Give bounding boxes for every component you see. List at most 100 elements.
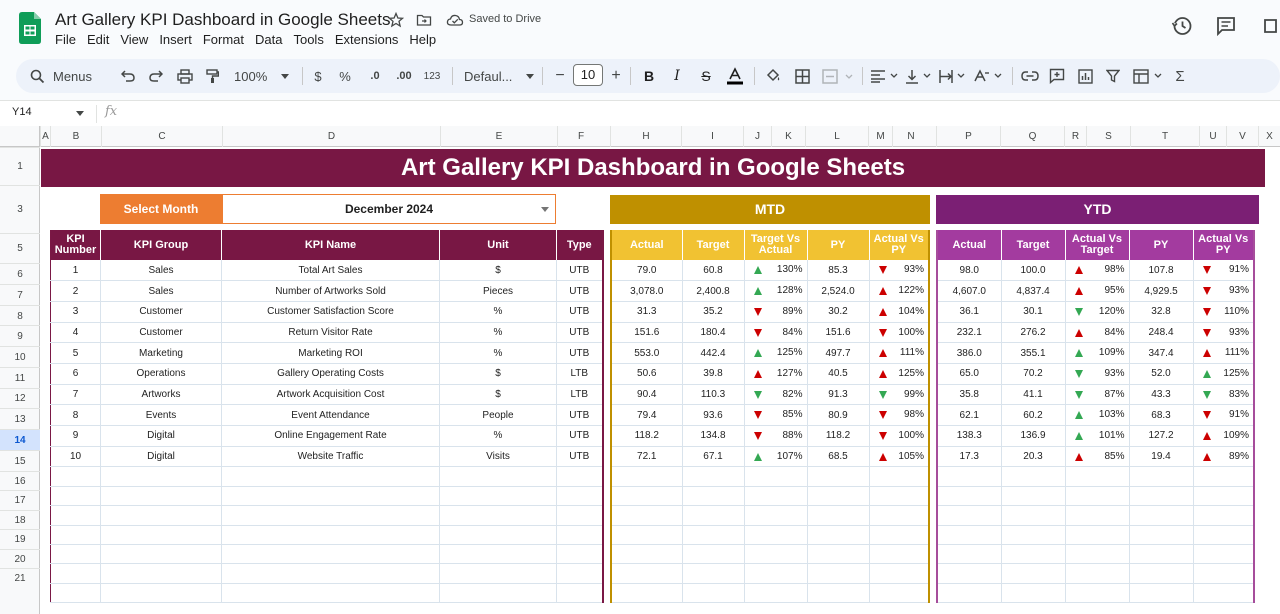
text-wrapping-button[interactable] — [938, 59, 968, 93]
ytd-py-cell[interactable]: 52.0 — [1129, 363, 1194, 385]
empty-cell[interactable] — [221, 466, 440, 487]
move-folder-icon[interactable] — [416, 12, 432, 28]
empty-cell[interactable] — [1129, 525, 1194, 545]
empty-cell[interactable] — [869, 486, 930, 507]
empty-cell[interactable] — [439, 466, 557, 487]
ytd-actual-cell[interactable]: 98.0 — [937, 260, 1002, 282]
empty-cell[interactable] — [1129, 583, 1194, 604]
ytd-actual-vs-target-cell[interactable]: 101% — [1065, 425, 1130, 447]
row-header-7[interactable]: 7 — [0, 284, 40, 305]
empty-cell[interactable] — [744, 525, 808, 545]
empty-cell[interactable] — [937, 486, 1002, 507]
empty-cell[interactable] — [1129, 486, 1194, 507]
empty-cell[interactable] — [869, 544, 930, 565]
mtd-actual-cell[interactable]: 553.0 — [611, 342, 683, 364]
empty-cell[interactable] — [807, 466, 870, 487]
kpi-name-cell[interactable]: Event Attendance — [221, 404, 440, 426]
ytd-actual-cell[interactable]: 17.3 — [937, 446, 1002, 468]
empty-cell[interactable] — [50, 466, 101, 487]
font-size-input[interactable]: 10 — [573, 64, 603, 86]
empty-cell[interactable] — [807, 525, 870, 545]
empty-cell[interactable] — [1129, 544, 1194, 565]
column-header-a[interactable]: A — [40, 126, 50, 147]
ytd-actual-vs-target-cell[interactable]: 120% — [1065, 301, 1130, 323]
menu-help[interactable]: Help — [409, 32, 437, 47]
ytd-actual-vs-py-cell[interactable]: 91% — [1193, 260, 1255, 282]
borders-button[interactable] — [793, 59, 811, 93]
menu-format[interactable]: Format — [202, 32, 244, 47]
empty-cell[interactable] — [439, 525, 557, 545]
name-box[interactable]: Y14 — [12, 106, 32, 118]
mtd-target-vs-actual-cell[interactable]: 82% — [744, 384, 808, 406]
ytd-actual-vs-py-cell[interactable]: 125% — [1193, 363, 1255, 385]
row-header-19[interactable]: 19 — [0, 529, 40, 549]
mtd-target-cell[interactable]: 35.2 — [682, 301, 745, 323]
empty-cell[interactable] — [1129, 466, 1194, 487]
mtd-actual-cell[interactable]: 151.6 — [611, 322, 683, 344]
empty-cell[interactable] — [221, 563, 440, 584]
menu-tools[interactable]: Tools — [293, 32, 324, 47]
empty-cell[interactable] — [1065, 544, 1130, 565]
unit-cell[interactable]: % — [439, 425, 557, 447]
menu-file[interactable]: File — [55, 32, 76, 47]
empty-cell[interactable] — [221, 583, 440, 604]
empty-cell[interactable] — [1193, 486, 1255, 507]
empty-cell[interactable] — [1065, 466, 1130, 487]
ytd-actual-vs-target-cell[interactable]: 103% — [1065, 404, 1130, 426]
merge-cells-button[interactable] — [821, 59, 855, 93]
mtd-target-vs-actual-cell[interactable]: 88% — [744, 425, 808, 447]
ytd-target-cell[interactable]: 70.2 — [1001, 363, 1066, 385]
empty-cell[interactable] — [221, 505, 440, 526]
ytd-actual-vs-target-cell[interactable]: 93% — [1065, 363, 1130, 385]
empty-cell[interactable] — [50, 525, 101, 545]
more-formats-button[interactable]: 123 — [423, 70, 441, 82]
empty-cell[interactable] — [1001, 583, 1066, 604]
kpi-group-cell[interactable]: Digital — [100, 425, 222, 447]
empty-cell[interactable] — [937, 583, 1002, 604]
star-icon[interactable] — [388, 12, 404, 28]
mtd-target-cell[interactable]: 2,400.8 — [682, 280, 745, 302]
mtd-py-cell[interactable]: 85.3 — [807, 260, 870, 282]
empty-cell[interactable] — [807, 505, 870, 526]
mtd-actual-vs-py-cell[interactable]: 122% — [869, 280, 930, 302]
empty-cell[interactable] — [807, 486, 870, 507]
mtd-target-cell[interactable]: 110.3 — [682, 384, 745, 406]
unit-cell[interactable]: Pieces — [439, 280, 557, 302]
create-filter-button[interactable] — [1105, 59, 1121, 93]
empty-cell[interactable] — [611, 486, 683, 507]
mtd-actual-vs-py-cell[interactable]: 111% — [869, 342, 930, 364]
insert-comment-button[interactable] — [1048, 59, 1066, 93]
mtd-py-cell[interactable]: 40.5 — [807, 363, 870, 385]
column-header-s[interactable]: S — [1086, 126, 1130, 147]
mtd-actual-cell[interactable]: 90.4 — [611, 384, 683, 406]
ytd-target-cell[interactable]: 276.2 — [1001, 322, 1066, 344]
kpi-name-cell[interactable]: Artwork Acquisition Cost — [221, 384, 440, 406]
empty-cell[interactable] — [611, 563, 683, 584]
type-cell[interactable]: UTB — [556, 446, 603, 468]
row-header-16[interactable]: 16 — [0, 471, 40, 490]
empty-cell[interactable] — [744, 466, 808, 487]
mtd-target-vs-actual-cell[interactable]: 84% — [744, 322, 808, 344]
row-header-10[interactable]: 10 — [0, 346, 40, 367]
mtd-actual-vs-py-cell[interactable]: 104% — [869, 301, 930, 323]
empty-cell[interactable] — [1065, 563, 1130, 584]
mtd-py-cell[interactable]: 118.2 — [807, 425, 870, 447]
empty-cell[interactable] — [1001, 544, 1066, 565]
empty-cell[interactable] — [1001, 563, 1066, 584]
kpi-number-cell[interactable]: 4 — [50, 322, 101, 344]
insert-chart-button[interactable] — [1076, 59, 1094, 93]
increase-font-size-button[interactable]: + — [611, 67, 621, 84]
empty-cell[interactable] — [556, 486, 603, 507]
empty-cell[interactable] — [556, 544, 603, 565]
ytd-actual-vs-py-cell[interactable]: 93% — [1193, 322, 1255, 344]
empty-cell[interactable] — [937, 466, 1002, 487]
empty-cell[interactable] — [682, 544, 745, 565]
row-header-20[interactable]: 20 — [0, 549, 40, 568]
cloud-saved-icon[interactable] — [446, 12, 464, 28]
mtd-actual-vs-py-cell[interactable]: 125% — [869, 363, 930, 385]
row-header-17[interactable]: 17 — [0, 490, 40, 510]
type-cell[interactable]: UTB — [556, 301, 603, 323]
unit-cell[interactable]: Visits — [439, 446, 557, 468]
kpi-number-cell[interactable]: 10 — [50, 446, 101, 468]
ytd-target-cell[interactable]: 100.0 — [1001, 260, 1066, 282]
